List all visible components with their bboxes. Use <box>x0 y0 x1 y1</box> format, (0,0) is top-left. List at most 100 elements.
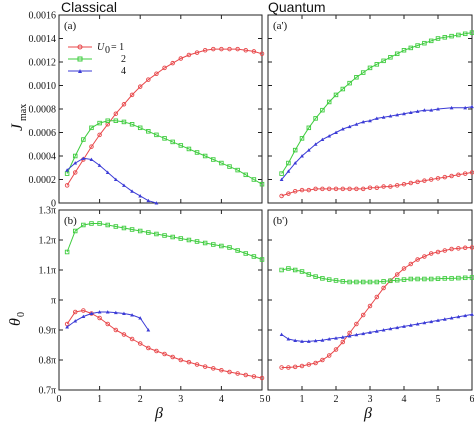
data-point-u1 <box>286 365 291 370</box>
data-point-u4 <box>470 312 474 316</box>
data-point-u4 <box>286 337 291 341</box>
data-point-u4 <box>81 156 86 160</box>
panel-label: (b') <box>273 215 288 227</box>
data-point-u2 <box>178 236 184 241</box>
legend-marker-u4 <box>78 69 82 73</box>
data-point-u4 <box>340 127 345 131</box>
data-point-u1 <box>64 183 70 188</box>
data-point-u2 <box>354 75 359 80</box>
data-point-u2 <box>235 248 240 253</box>
data-point-u1 <box>89 144 94 149</box>
data-point-u1 <box>354 186 359 192</box>
y-tick-label: 0.0006 <box>29 128 57 139</box>
data-point-u2 <box>381 58 386 64</box>
data-point-u2 <box>64 249 70 255</box>
data-point-u4 <box>429 108 434 112</box>
data-point-u1 <box>442 174 448 180</box>
data-point-u4 <box>463 105 468 110</box>
data-point-u1 <box>186 359 192 365</box>
panel-a: 0 0.0002 0.0004 0.0006 0.0008 0.0010 0.0012 0.0… <box>29 11 265 210</box>
quantum-title: Quantum <box>268 0 326 15</box>
panel-b: 0 1 2 3 4 5 0.7π 0.8π 0.9π π 1.1π 1.2π 1.3π (b) <box>38 206 264 406</box>
x-tick-label: 4 <box>219 394 224 405</box>
data-point-u1 <box>326 186 332 192</box>
data-point-u1 <box>456 172 461 178</box>
y-label-bottom-main: θ <box>7 318 24 326</box>
data-point-u2 <box>394 51 400 57</box>
data-point-u1 <box>333 186 339 192</box>
data-point-u1 <box>408 180 414 186</box>
x-tick-label: 1 <box>300 394 305 405</box>
data-point-u2 <box>299 269 305 274</box>
y-label-top-main: J <box>9 123 26 131</box>
data-point-u4 <box>442 317 447 321</box>
data-point-u4 <box>422 320 427 325</box>
data-point-u2 <box>64 171 70 176</box>
data-point-u4 <box>146 328 151 332</box>
data-point-u2 <box>462 31 468 37</box>
data-point-u2 <box>428 38 434 44</box>
data-point-u2 <box>227 164 232 169</box>
data-point-u4 <box>306 148 311 152</box>
data-point-u1 <box>428 177 434 182</box>
data-point-u2 <box>243 172 249 178</box>
data-point-u1 <box>154 348 159 354</box>
data-point-u1 <box>243 372 249 378</box>
data-point-u4 <box>354 332 359 337</box>
data-point-u1 <box>435 249 441 255</box>
data-point-u2 <box>435 276 441 281</box>
data-point-u4 <box>105 310 110 314</box>
y-label-top-sub: max <box>18 104 29 121</box>
data-point-u1 <box>113 327 119 333</box>
data-point-u4 <box>340 335 345 339</box>
y-label-bottom: θ 0 <box>7 312 27 326</box>
data-point-u1 <box>306 362 312 367</box>
x-tick-label: 1 <box>97 394 102 405</box>
y-tick-label: 0.0004 <box>29 152 57 163</box>
data-point-u2 <box>194 150 200 155</box>
data-point-u1 <box>333 347 339 352</box>
data-point-u1 <box>360 186 366 192</box>
legend-label-u4: 4 <box>121 66 126 77</box>
series-line-u2 <box>66 223 263 260</box>
data-point-u2 <box>279 171 284 176</box>
data-point-u4 <box>146 198 151 203</box>
plot-frame <box>58 14 263 204</box>
series-line-u4 <box>66 311 149 331</box>
data-point-u1 <box>374 294 380 300</box>
data-point-u2 <box>422 276 427 282</box>
series-line-u4 <box>66 157 157 204</box>
data-point-u2 <box>456 32 461 38</box>
data-point-u1 <box>211 366 216 371</box>
data-point-u4 <box>463 313 468 318</box>
series-line-u1 <box>66 309 263 379</box>
x-tick-label: 6 <box>470 394 474 405</box>
data-point-u2 <box>367 279 373 285</box>
y-tick-label: 0.0016 <box>29 11 57 22</box>
data-point-u1 <box>340 339 346 345</box>
data-point-u2 <box>81 137 86 142</box>
data-point-u4 <box>286 169 291 173</box>
data-point-u2 <box>89 125 94 131</box>
data-point-u1 <box>146 77 151 82</box>
data-point-u2 <box>340 86 346 92</box>
data-point-u2 <box>388 55 393 60</box>
data-point-u2 <box>415 276 420 282</box>
data-point-u2 <box>170 139 175 145</box>
data-point-u4 <box>138 194 143 198</box>
x-tick-label: 4 <box>402 394 407 405</box>
y-tick-label: 0.8π <box>38 356 56 367</box>
data-point-u1 <box>162 65 167 71</box>
data-point-u1 <box>219 367 224 373</box>
data-point-u4 <box>374 329 379 333</box>
data-point-u1 <box>306 187 312 193</box>
data-point-u2 <box>146 230 151 235</box>
data-point-u2 <box>227 245 232 250</box>
data-point-u1 <box>449 246 454 252</box>
data-point-u2 <box>347 80 352 86</box>
data-point-u4 <box>354 122 359 126</box>
x-tick-label: 5 <box>436 394 441 405</box>
data-point-u2 <box>306 272 312 277</box>
data-point-u2 <box>146 129 151 134</box>
